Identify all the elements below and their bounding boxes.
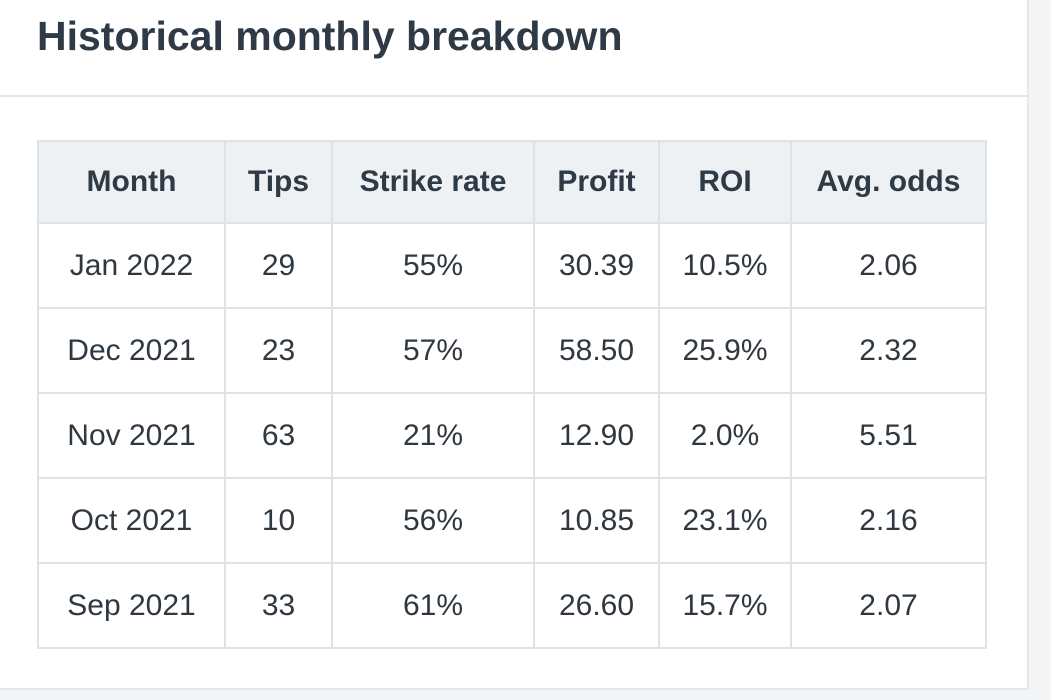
cell-month: Dec 2021 <box>37 307 226 394</box>
cell-roi: 15.7% <box>658 562 792 649</box>
table-row: Oct 2021 10 56% 10.85 23.1% 2.16 <box>37 477 987 564</box>
column-header-profit: Profit <box>533 140 660 224</box>
cell-tips: 63 <box>224 392 333 479</box>
cell-month: Oct 2021 <box>37 477 226 564</box>
cell-tips: 33 <box>224 562 333 649</box>
cell-tips: 23 <box>224 307 333 394</box>
cell-avg-odds: 2.16 <box>790 477 987 564</box>
cell-month: Sep 2021 <box>37 562 226 649</box>
table-row: Nov 2021 63 21% 12.90 2.0% 5.51 <box>37 392 987 479</box>
cell-month: Jan 2022 <box>37 222 226 309</box>
cell-roi: 23.1% <box>658 477 792 564</box>
cell-strike-rate: 61% <box>331 562 535 649</box>
cell-avg-odds: 2.32 <box>790 307 987 394</box>
column-header-month: Month <box>37 140 226 224</box>
cell-profit: 12.90 <box>533 392 660 479</box>
cell-roi: 2.0% <box>658 392 792 479</box>
cell-month: Nov 2021 <box>37 392 226 479</box>
cell-avg-odds: 2.06 <box>790 222 987 309</box>
cell-strike-rate: 56% <box>331 477 535 564</box>
column-header-roi: ROI <box>658 140 792 224</box>
cell-roi: 10.5% <box>658 222 792 309</box>
monthly-breakdown-table: Month Tips Strike rate Profit ROI Avg. o… <box>37 140 987 649</box>
cell-avg-odds: 2.07 <box>790 562 987 649</box>
cell-profit: 30.39 <box>533 222 660 309</box>
cell-tips: 29 <box>224 222 333 309</box>
cell-strike-rate: 21% <box>331 392 535 479</box>
cell-profit: 10.85 <box>533 477 660 564</box>
column-header-strike-rate: Strike rate <box>331 140 535 224</box>
cell-roi: 25.9% <box>658 307 792 394</box>
cell-tips: 10 <box>224 477 333 564</box>
column-header-tips: Tips <box>224 140 333 224</box>
cell-strike-rate: 57% <box>331 307 535 394</box>
monthly-breakdown-card: Historical monthly breakdown Month Tips … <box>0 0 1029 690</box>
card-header: Historical monthly breakdown <box>0 0 1027 97</box>
table-row: Jan 2022 29 55% 30.39 10.5% 2.06 <box>37 222 987 309</box>
card-title: Historical monthly breakdown <box>37 13 623 59</box>
breakdown-table-wrapper: Month Tips Strike rate Profit ROI Avg. o… <box>37 140 987 649</box>
cell-avg-odds: 5.51 <box>790 392 987 479</box>
table-row: Dec 2021 23 57% 58.50 25.9% 2.32 <box>37 307 987 394</box>
cell-strike-rate: 55% <box>331 222 535 309</box>
column-header-avg-odds: Avg. odds <box>790 140 987 224</box>
table-header-row: Month Tips Strike rate Profit ROI Avg. o… <box>37 140 987 224</box>
cell-profit: 58.50 <box>533 307 660 394</box>
cell-profit: 26.60 <box>533 562 660 649</box>
table-row: Sep 2021 33 61% 26.60 15.7% 2.07 <box>37 562 987 649</box>
